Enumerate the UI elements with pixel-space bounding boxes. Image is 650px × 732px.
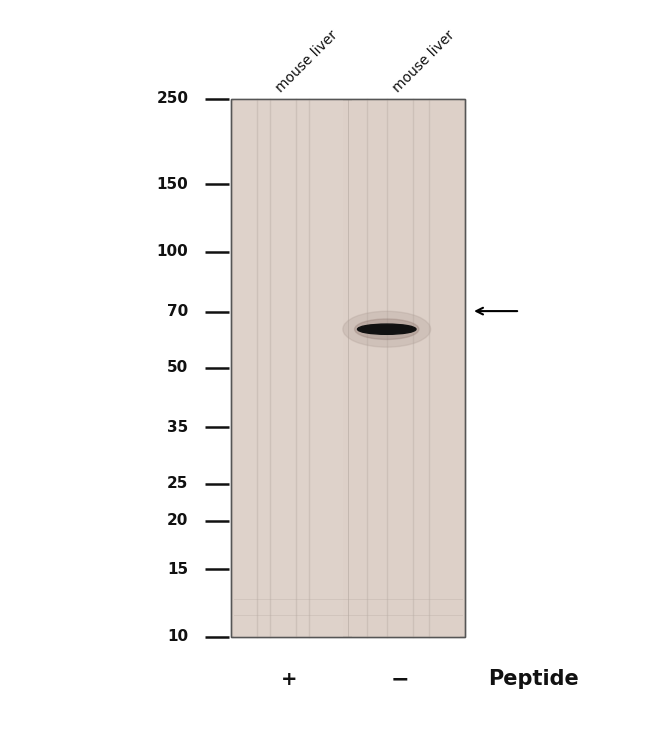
Text: 70: 70 [167, 304, 188, 319]
Ellipse shape [358, 324, 416, 335]
Text: 25: 25 [167, 477, 188, 491]
Text: +: + [281, 670, 298, 689]
Text: 100: 100 [157, 244, 188, 259]
Text: 15: 15 [168, 561, 188, 577]
Text: mouse liver: mouse liver [273, 28, 340, 95]
Bar [234, 99, 343, 637]
Text: −: − [391, 669, 409, 690]
Bar [231, 99, 465, 637]
Bar [231, 99, 465, 637]
Text: 10: 10 [168, 630, 188, 644]
Text: 150: 150 [157, 176, 188, 192]
Text: mouse liver: mouse liver [390, 28, 457, 95]
Bar [352, 99, 460, 637]
Text: 35: 35 [167, 420, 188, 435]
Text: 50: 50 [167, 360, 188, 376]
Ellipse shape [355, 319, 419, 340]
Text: 20: 20 [167, 513, 188, 529]
Text: Peptide: Peptide [488, 669, 578, 690]
Ellipse shape [343, 311, 430, 347]
Text: 250: 250 [157, 92, 188, 106]
